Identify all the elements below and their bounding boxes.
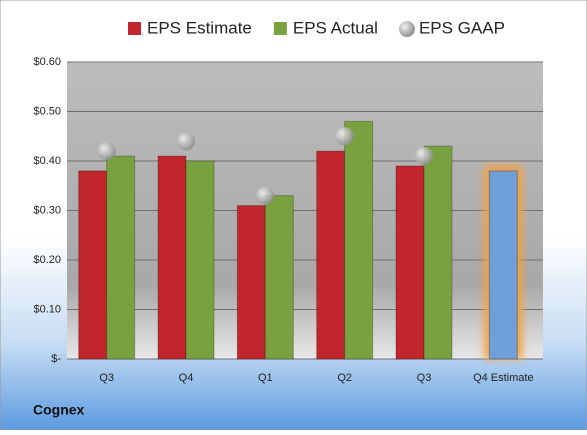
bar xyxy=(488,170,518,360)
bar xyxy=(423,145,453,360)
bar xyxy=(344,120,374,360)
x-tick-label: Q1 xyxy=(258,372,273,384)
x-tick-label: Q2 xyxy=(337,372,352,384)
y-tick-label: $0.40 xyxy=(33,155,61,167)
x-tick-label: Q4 Estimate xyxy=(473,372,534,384)
bar xyxy=(185,160,215,360)
y-tick-label: $0.30 xyxy=(33,204,61,216)
y-tick-label: $0.20 xyxy=(33,254,61,266)
bar xyxy=(395,165,425,360)
gaap-marker xyxy=(97,142,116,161)
bar xyxy=(157,155,187,360)
legend-label: EPS Estimate xyxy=(147,18,252,37)
gaap-marker xyxy=(177,132,195,151)
gaap-marker xyxy=(415,147,433,166)
x-tick-label: Q4 xyxy=(179,372,194,384)
gaap-marker xyxy=(335,127,354,146)
y-tick-label: $0.50 xyxy=(33,105,61,117)
bar xyxy=(106,155,136,360)
legend-marker xyxy=(398,21,415,37)
legend-label: EPS GAAP xyxy=(419,18,505,37)
bar xyxy=(264,195,294,360)
x-tick-label: Q3 xyxy=(417,372,432,384)
legend-label: EPS Actual xyxy=(293,18,378,37)
company-label: Cognex xyxy=(33,402,85,418)
bar xyxy=(316,150,346,360)
bar xyxy=(236,205,266,360)
y-tick-label: $- xyxy=(51,353,61,365)
bar xyxy=(78,170,108,360)
y-tick-label: $0.60 xyxy=(33,56,61,68)
gaap-marker xyxy=(256,186,275,205)
legend-marker xyxy=(128,22,141,35)
x-tick-label: Q3 xyxy=(99,372,114,384)
y-tick-label: $0.10 xyxy=(33,303,61,315)
legend-marker xyxy=(273,22,287,35)
